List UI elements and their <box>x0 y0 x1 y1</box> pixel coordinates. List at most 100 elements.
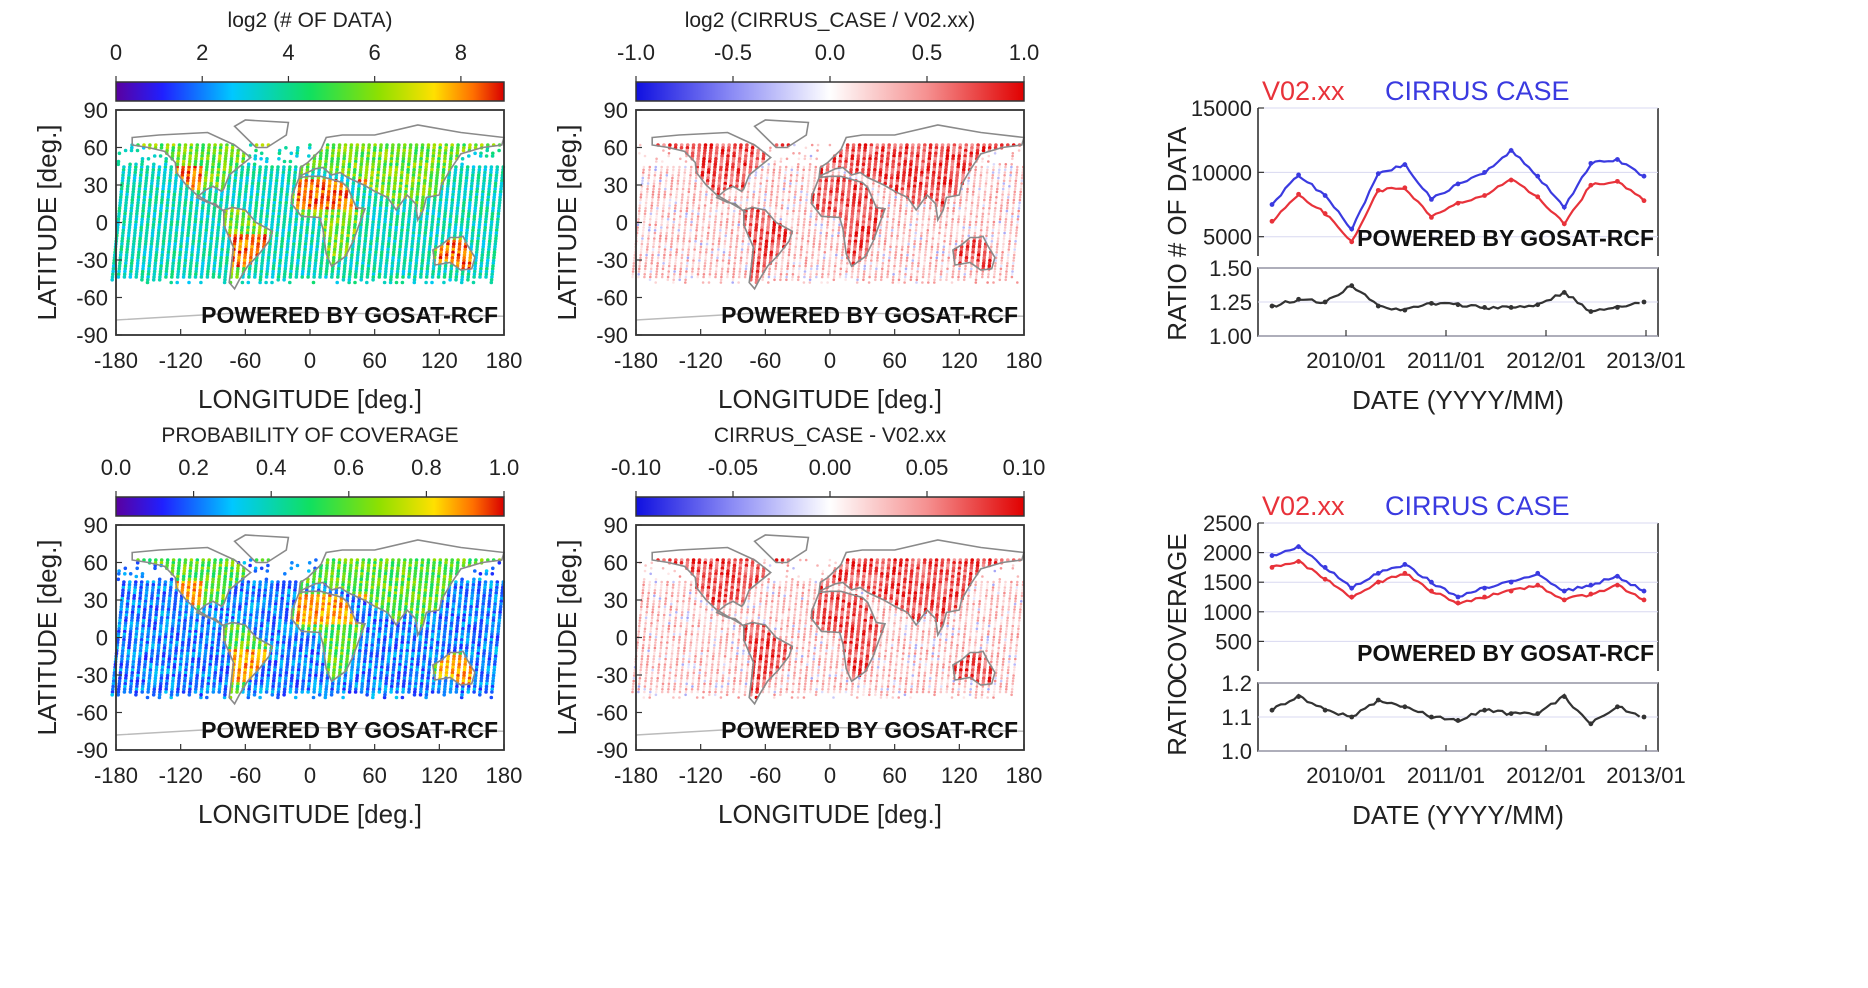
map-data-point <box>764 190 768 194</box>
map-data-point <box>691 209 694 213</box>
map-data-point <box>125 245 130 249</box>
map-data-point <box>674 259 677 262</box>
x-tick-label: -120 <box>159 348 203 373</box>
map-data-point <box>182 272 186 277</box>
map-data-point <box>686 198 690 202</box>
map-data-point <box>124 261 128 266</box>
map-data-point <box>134 217 139 222</box>
map-data-point <box>726 273 729 276</box>
map-data-point <box>196 190 201 194</box>
map-data-point <box>801 231 805 235</box>
map-data-point <box>685 264 689 268</box>
map-data-point <box>183 206 187 211</box>
map-data-point <box>189 201 194 205</box>
map-data-point <box>715 207 718 210</box>
map-data-point <box>150 236 154 241</box>
map-data-point <box>779 278 782 282</box>
map-data-point <box>831 229 835 232</box>
map-data-point <box>702 220 705 224</box>
map-data-point <box>141 264 146 268</box>
map-data-point <box>664 182 668 185</box>
map-data-point <box>148 258 152 263</box>
map-data-point <box>187 275 192 279</box>
map-data-point <box>781 253 785 257</box>
map-data-point <box>820 275 824 279</box>
map-data-point <box>653 174 657 177</box>
map-data-point <box>772 174 775 177</box>
map-data-point <box>406 162 411 167</box>
map-data-point <box>741 245 744 249</box>
map-data-point <box>111 267 116 271</box>
map-data-point <box>165 258 170 263</box>
map-data-point <box>766 168 770 172</box>
map-data-point <box>168 234 172 238</box>
map-data-point <box>835 253 838 257</box>
map-data-point <box>185 236 190 241</box>
map-data-point <box>166 192 171 197</box>
map-data-point <box>645 196 648 199</box>
map-data-point <box>142 201 146 205</box>
map-data-point <box>700 237 703 240</box>
map-data-point <box>796 229 799 232</box>
map-data-point <box>728 196 731 199</box>
map-data-point <box>687 187 691 191</box>
map-data-point <box>658 245 661 249</box>
map-data-point <box>806 248 809 251</box>
map-data-point <box>787 251 791 254</box>
map-data-point <box>312 275 316 279</box>
map-data-point <box>119 192 123 197</box>
map-data-point <box>690 275 694 279</box>
map-data-point <box>179 181 184 186</box>
map-data-point <box>721 267 724 271</box>
map-data-point <box>716 251 720 254</box>
map-data-point <box>834 259 838 262</box>
map-data-point <box>149 247 153 252</box>
map-data-point <box>745 259 749 262</box>
map-data-point <box>157 278 162 282</box>
map-data-point <box>679 146 684 150</box>
map-data-point <box>154 198 158 202</box>
map-data-point <box>669 253 672 257</box>
map-data-point <box>130 255 135 260</box>
map-data-point <box>400 280 405 285</box>
map-data-point <box>781 201 784 205</box>
map-data-point <box>674 262 677 265</box>
y-tick-label: -60 <box>76 286 108 311</box>
map-data-point <box>448 278 452 282</box>
map-data-point <box>162 231 167 235</box>
map-data-point <box>721 262 725 265</box>
map-data-point <box>672 165 675 169</box>
map-data-point <box>134 220 138 224</box>
map-data-point <box>816 264 819 268</box>
map-data-point <box>170 272 174 277</box>
map-data-point <box>177 258 182 263</box>
map-data-point <box>757 204 760 207</box>
map-data-point <box>679 212 682 216</box>
map-data-point <box>130 195 135 200</box>
map-data-point <box>692 253 696 257</box>
map-data-point <box>656 264 659 268</box>
map-data-point <box>663 251 666 254</box>
map-data-point <box>188 214 192 219</box>
map-data-point <box>672 278 675 282</box>
map-data-point <box>799 251 803 254</box>
map-data-point <box>681 245 685 249</box>
map-data-point <box>699 190 702 194</box>
map-data-point <box>669 245 673 249</box>
map-data-point <box>173 181 178 186</box>
map-data-point <box>164 272 168 277</box>
map-data-point <box>174 236 178 241</box>
map-data-point <box>824 237 828 240</box>
map-data-point <box>143 187 148 191</box>
map-data-point <box>799 256 802 260</box>
map-data-point <box>782 187 786 191</box>
map-data-point <box>678 218 682 221</box>
map-data-point <box>768 270 771 273</box>
map-data-point <box>784 165 788 169</box>
map-data-point <box>418 162 423 167</box>
map-data-point <box>412 162 417 167</box>
map-data-point <box>159 206 163 211</box>
map-data-point <box>136 258 140 263</box>
map-data-point <box>661 160 664 163</box>
map-data-point <box>805 253 808 257</box>
